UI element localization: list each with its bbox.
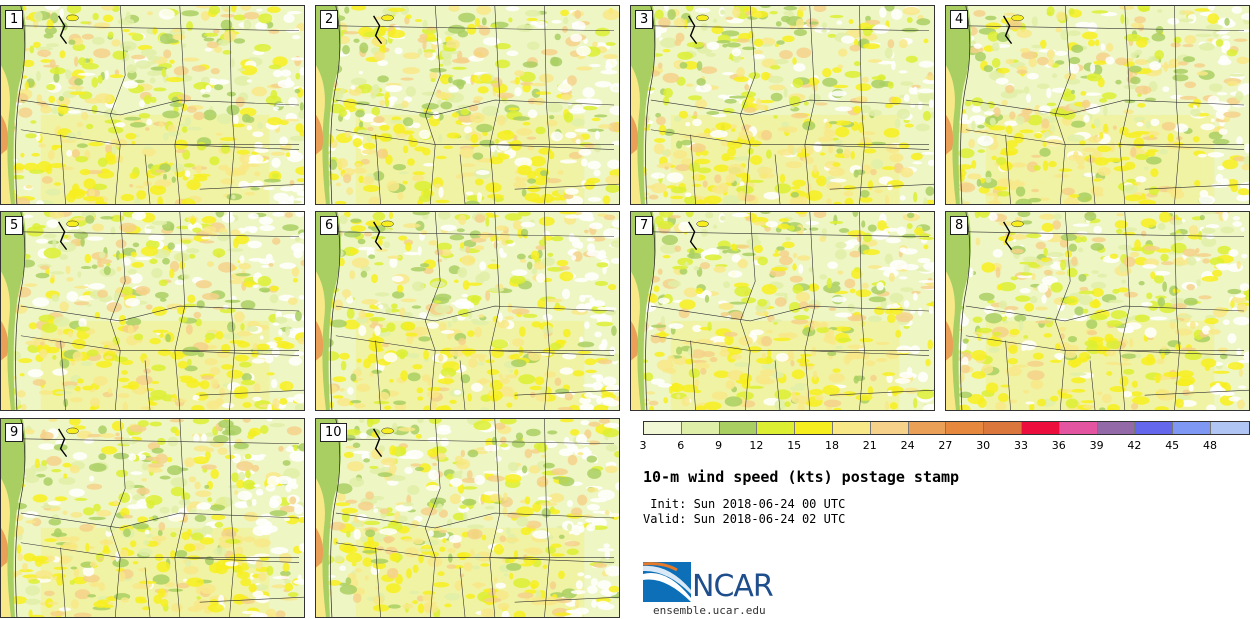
colorbar-swatch [795, 422, 833, 434]
member-label: 7 [635, 216, 654, 235]
colorbar-swatch [984, 422, 1022, 434]
member-panel-1: 1 [0, 5, 305, 205]
colorbar-tick-label: 18 [825, 439, 839, 452]
colorbar-tick-label: 3 [639, 439, 647, 452]
site-url: ensemble.ucar.edu [653, 604, 766, 617]
wind-map-10 [316, 419, 619, 617]
wind-map-5 [1, 212, 304, 410]
member-panel-4: 4 [945, 5, 1250, 205]
colorbar-tick-label: 24 [900, 439, 915, 452]
colorbar-tick-label: 6 [677, 439, 685, 452]
colorbar-swatch [946, 422, 985, 434]
colorbar-swatch [832, 422, 871, 434]
colorbar-tick-label: 48 [1203, 439, 1217, 452]
wind-map-3 [631, 6, 934, 204]
wind-map-6 [316, 212, 619, 410]
colorbar-tick-label: 39 [1089, 439, 1104, 452]
colorbar-tick-label: 21 [862, 439, 877, 452]
colorbar-tick-label: 27 [938, 439, 953, 452]
member-panel-5: 5 [0, 211, 305, 411]
wind-map-4 [946, 6, 1249, 204]
colorbar-swatch [681, 422, 720, 434]
colorbar-swatch [1210, 422, 1249, 434]
colorbar-tick-label: 33 [1014, 439, 1028, 452]
colorbar-tick-label: 45 [1165, 439, 1180, 452]
member-panel-8: 8 [945, 211, 1250, 411]
member-panel-9: 9 [0, 418, 305, 618]
member-label: 10 [320, 423, 347, 442]
member-panel-3: 3 [630, 5, 935, 205]
wind-map-9 [1, 419, 304, 617]
logo-text: NCAR [692, 569, 774, 604]
colorbar-tick-label: 42 [1127, 439, 1142, 452]
colorbar-tick-label: 36 [1051, 439, 1066, 452]
colorbar-swatch [908, 422, 947, 434]
colorbar-swatch [1059, 422, 1098, 434]
member-label: 2 [320, 10, 339, 29]
colorbar-tick-label: 30 [976, 439, 991, 452]
member-panel-7: 7 [630, 211, 935, 411]
colorbar-swatch [1173, 422, 1211, 434]
colorbar-swatch [644, 422, 682, 434]
colorbar-tick-label: 15 [787, 439, 802, 452]
ncar-logo-icon [643, 562, 691, 602]
member-label: 1 [5, 10, 24, 29]
colorbar-swatch [719, 422, 758, 434]
colorbar-swatch [757, 422, 796, 434]
member-label: 8 [950, 216, 969, 235]
plot-title: 10-m wind speed (kts) postage stamp [643, 468, 960, 486]
member-label: 9 [5, 423, 24, 442]
colorbar-ticks: 3 6 9 12 15 18 21 24 27 30 33 36 39 42 45 48 [639, 439, 1247, 455]
wind-map-1 [1, 6, 304, 204]
wind-map-7 [631, 212, 934, 410]
colorbar-swatch [1097, 422, 1136, 434]
member-label: 4 [950, 10, 969, 29]
member-panel-6: 6 [315, 211, 620, 411]
member-label: 6 [320, 216, 339, 235]
member-label: 5 [5, 216, 24, 235]
colorbar-swatch [1135, 422, 1174, 434]
colorbar-swatch [1021, 422, 1060, 434]
colorbar [643, 421, 1250, 435]
member-panel-10: 10 [315, 418, 620, 618]
member-panel-2: 2 [315, 5, 620, 205]
colorbar-swatch [870, 422, 909, 434]
wind-map-2 [316, 6, 619, 204]
init-time: Init: Sun 2018-06-24 00 UTC [643, 497, 846, 511]
member-label: 3 [635, 10, 654, 29]
colorbar-tick-label: 12 [749, 439, 764, 452]
wind-map-8 [946, 212, 1249, 410]
valid-time: Valid: Sun 2018-06-24 02 UTC [643, 512, 846, 526]
colorbar-tick-label: 9 [715, 439, 723, 452]
